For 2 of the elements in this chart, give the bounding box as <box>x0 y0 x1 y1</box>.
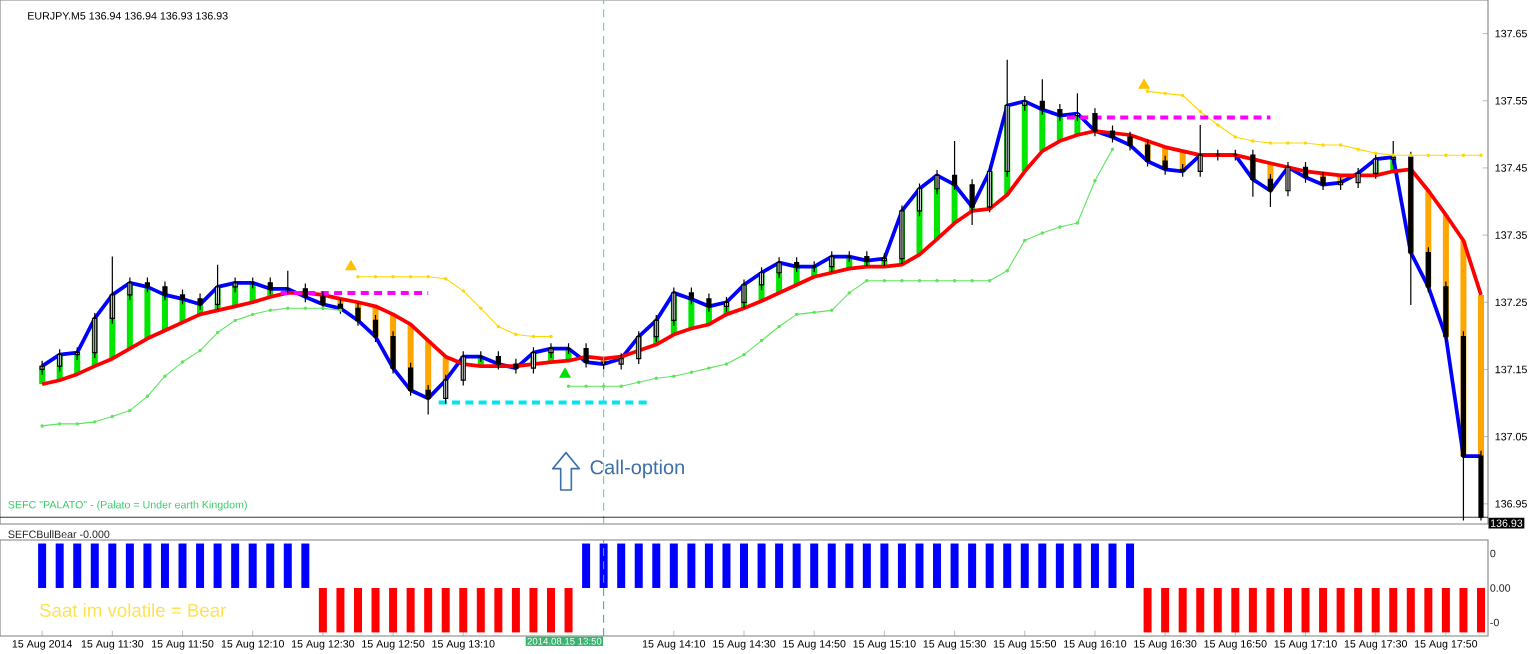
annotation: Saat im volatile = Bear <box>39 603 226 617</box>
annotation: Call-option <box>590 459 684 479</box>
